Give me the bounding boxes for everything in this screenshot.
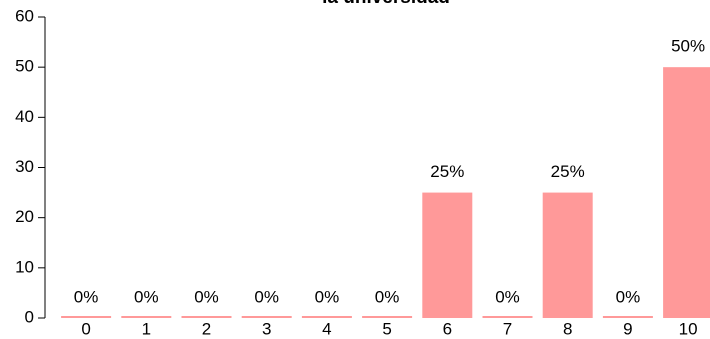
- bar: [301, 316, 352, 318]
- x-tick-label: 0: [81, 319, 90, 338]
- value-label: 0%: [74, 287, 99, 306]
- y-tick-label: 0: [25, 307, 34, 326]
- y-tick-label: 40: [15, 107, 34, 126]
- value-label: 0%: [134, 287, 159, 306]
- bar: [241, 316, 292, 318]
- x-tick-label: 7: [503, 319, 512, 338]
- value-label: 0%: [375, 287, 400, 306]
- bar: [422, 192, 473, 318]
- bar: [482, 316, 533, 318]
- value-label: 25%: [430, 162, 464, 181]
- bar: [663, 67, 710, 319]
- bar: [602, 316, 653, 318]
- bar: [362, 316, 413, 318]
- bar: [121, 316, 172, 318]
- y-tick-label: 60: [15, 6, 34, 25]
- value-label: 0%: [194, 287, 219, 306]
- y-tick-label: 30: [15, 157, 34, 176]
- x-tick-label: 5: [382, 319, 391, 338]
- x-tick-label: 4: [322, 319, 331, 338]
- value-label: 0%: [315, 287, 340, 306]
- x-tick-label: 9: [623, 319, 632, 338]
- x-tick-label: 1: [142, 319, 151, 338]
- value-label: 25%: [551, 162, 585, 181]
- y-tick-label: 50: [15, 57, 34, 76]
- bar: [61, 316, 112, 318]
- value-label: 0%: [495, 287, 520, 306]
- y-tick-label: 10: [15, 257, 34, 276]
- x-tick-label: 2: [202, 319, 211, 338]
- y-tick-label: 20: [15, 207, 34, 226]
- bar: [542, 192, 593, 318]
- bar: [181, 316, 232, 318]
- x-tick-label: 6: [443, 319, 452, 338]
- x-tick-label: 10: [679, 319, 698, 338]
- chart-title: la universidad: [322, 0, 450, 8]
- value-label: 0%: [616, 287, 641, 306]
- x-tick-label: 8: [563, 319, 572, 338]
- value-label: 50%: [671, 37, 705, 56]
- value-label: 0%: [254, 287, 279, 306]
- x-tick-label: 3: [262, 319, 271, 338]
